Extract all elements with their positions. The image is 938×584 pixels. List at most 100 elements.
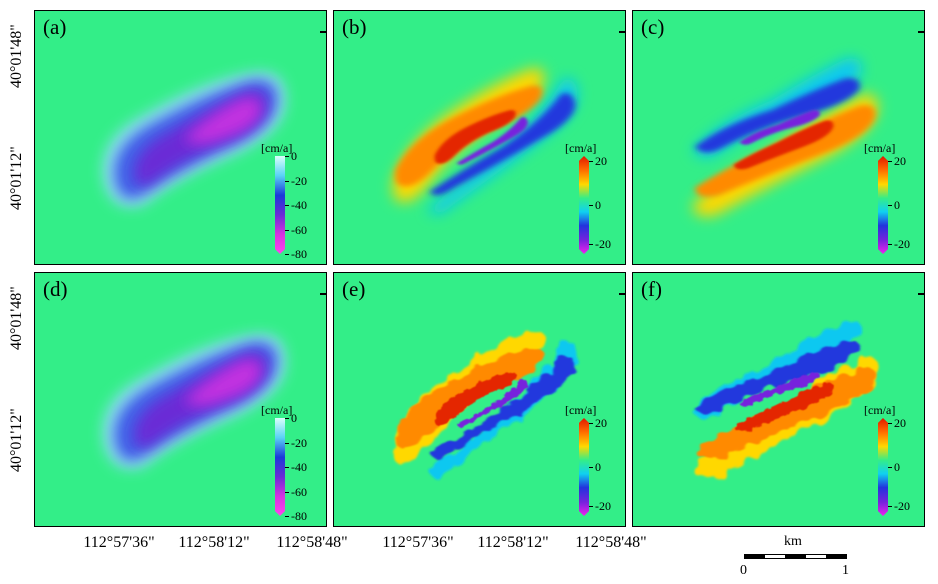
colorbar: [275, 156, 285, 254]
colorbar-tick: [589, 467, 593, 468]
scale-bar-end: 1: [842, 563, 849, 578]
colorbar-tick: [285, 156, 289, 157]
cold-displacement-zone: [457, 117, 528, 165]
cold-displacement-zone: [694, 78, 860, 153]
colorbar-tick: [285, 491, 289, 493]
colorbar-tick: [285, 516, 289, 517]
warm-displacement-zone: [434, 372, 516, 426]
colorbar-tick: [888, 467, 892, 468]
warm-displacement-zone: [434, 110, 516, 164]
colorbar-tick-label: 20: [894, 415, 906, 430]
colorbar-tick-label: 0: [291, 149, 297, 163]
colorbar-tick: [589, 506, 593, 508]
colorbar-tick: [888, 506, 892, 508]
cold-displacement-zone: [739, 372, 820, 407]
colorbar-tick: [589, 244, 593, 246]
colorbar-tick: [589, 422, 593, 424]
x-axis-label: 112°58'48": [575, 534, 647, 551]
cold-displacement-zone: [457, 379, 528, 427]
map-panel: (d) [cm/a] 0 -20 -40 -60 -80: [34, 272, 327, 527]
frame-tick: [619, 31, 625, 33]
colorbar-tick: [285, 180, 289, 182]
warm-displacement-zone: [733, 382, 834, 432]
panel-label: (b): [342, 15, 367, 39]
colorbar-tick: [589, 160, 593, 162]
scale-bar-segment: [805, 554, 827, 559]
colorbar-tick: [285, 205, 289, 206]
map-panel: (f) [cm/a] 20 0 -20: [632, 272, 925, 527]
colorbar-tick-label: -20: [894, 499, 910, 514]
colorbar: [579, 156, 589, 254]
colorbar-tick: [285, 254, 289, 255]
colorbar-tick-label: 20: [595, 415, 607, 430]
colorbar-tick-label: -80: [291, 247, 307, 261]
panel-label: (c): [641, 15, 665, 39]
colorbar-tick-label: -60: [291, 484, 307, 499]
colorbar-unit: [cm/a]: [565, 141, 597, 155]
scale-bar-segment: [764, 554, 786, 559]
deformation-field: [392, 68, 578, 215]
cold-displacement-zone: [429, 93, 576, 196]
deformation-field: [692, 320, 878, 479]
colorbar-tick-label: 20: [595, 153, 607, 168]
colorbar-tick-label: 20: [894, 153, 906, 168]
colorbar: [275, 418, 285, 516]
colorbar-tick-label: -60: [291, 222, 307, 237]
map-panel: (a) [cm/a] 0 -20 -40 -60 -80: [34, 10, 327, 265]
colorbar-unit: [cm/a]: [261, 141, 293, 155]
x-axis-label: 112°57'36": [83, 534, 155, 551]
panel-label: (d): [43, 277, 68, 301]
colorbar-tick-label: -20: [291, 435, 307, 450]
panel-label: (f): [641, 277, 662, 301]
panel-label: (e): [342, 277, 366, 301]
map-panel: (b) [cm/a] 20 0 -20: [333, 10, 626, 265]
colorbar-tick-label: 0: [291, 411, 297, 425]
colorbar-tick: [285, 467, 289, 468]
y-axis-label: 40°01'48": [8, 286, 25, 350]
colorbar: [878, 418, 888, 516]
scale-bar-unit: km: [784, 534, 802, 549]
colorbar-tick-label: -40: [291, 460, 307, 474]
colorbar-tick: [285, 442, 289, 444]
subsidence-zone: [183, 97, 262, 144]
colorbar: [579, 418, 589, 516]
deformation-field: [102, 72, 286, 207]
y-axis-label: 40°01'12": [8, 146, 25, 210]
colorbar-unit: [cm/a]: [864, 403, 896, 417]
colorbar-tick-label: 0: [595, 460, 601, 474]
colorbar-tick: [888, 160, 892, 162]
cold-displacement-zone: [739, 110, 820, 145]
y-axis-label: 40°01'12": [8, 408, 25, 472]
colorbar-tick-label: -20: [291, 173, 307, 188]
cold-displacement-zone: [694, 340, 860, 415]
colorbar-tick: [888, 205, 892, 206]
colorbar-tick: [888, 422, 892, 424]
scale-bar-segment: [825, 554, 847, 559]
deformation-field: [692, 58, 878, 217]
colorbar-tick-label: -80: [291, 509, 307, 523]
colorbar-tick-label: 0: [894, 460, 900, 474]
frame-tick: [320, 31, 326, 33]
x-axis-label: 112°58'12": [178, 534, 250, 551]
colorbar-tick: [285, 229, 289, 231]
colorbar-unit: [cm/a]: [864, 141, 896, 155]
colorbar-tick: [589, 205, 593, 206]
colorbar-tick-label: -20: [894, 237, 910, 252]
colorbar-unit: [cm/a]: [565, 403, 597, 417]
x-axis-label: 112°57'36": [382, 534, 454, 551]
scale-bar-segment: [744, 554, 766, 559]
deformation-field: [392, 330, 578, 477]
map-panel: (e) [cm/a] 20 0 -20: [333, 272, 626, 527]
x-axis-label: 112°58'12": [477, 534, 549, 551]
warm-displacement-zone: [733, 120, 834, 170]
colorbar-tick-label: 0: [595, 198, 601, 212]
colorbar-unit: [cm/a]: [261, 403, 293, 417]
cold-displacement-zone: [429, 355, 576, 458]
y-axis-label: 40°01'48": [8, 24, 25, 88]
subsidence-zone: [183, 359, 262, 406]
colorbar-tick-label: -20: [595, 499, 611, 514]
panel-label: (a): [43, 15, 67, 39]
frame-tick: [320, 293, 326, 295]
colorbar-tick-label: -40: [291, 198, 307, 212]
frame-tick: [918, 293, 924, 295]
